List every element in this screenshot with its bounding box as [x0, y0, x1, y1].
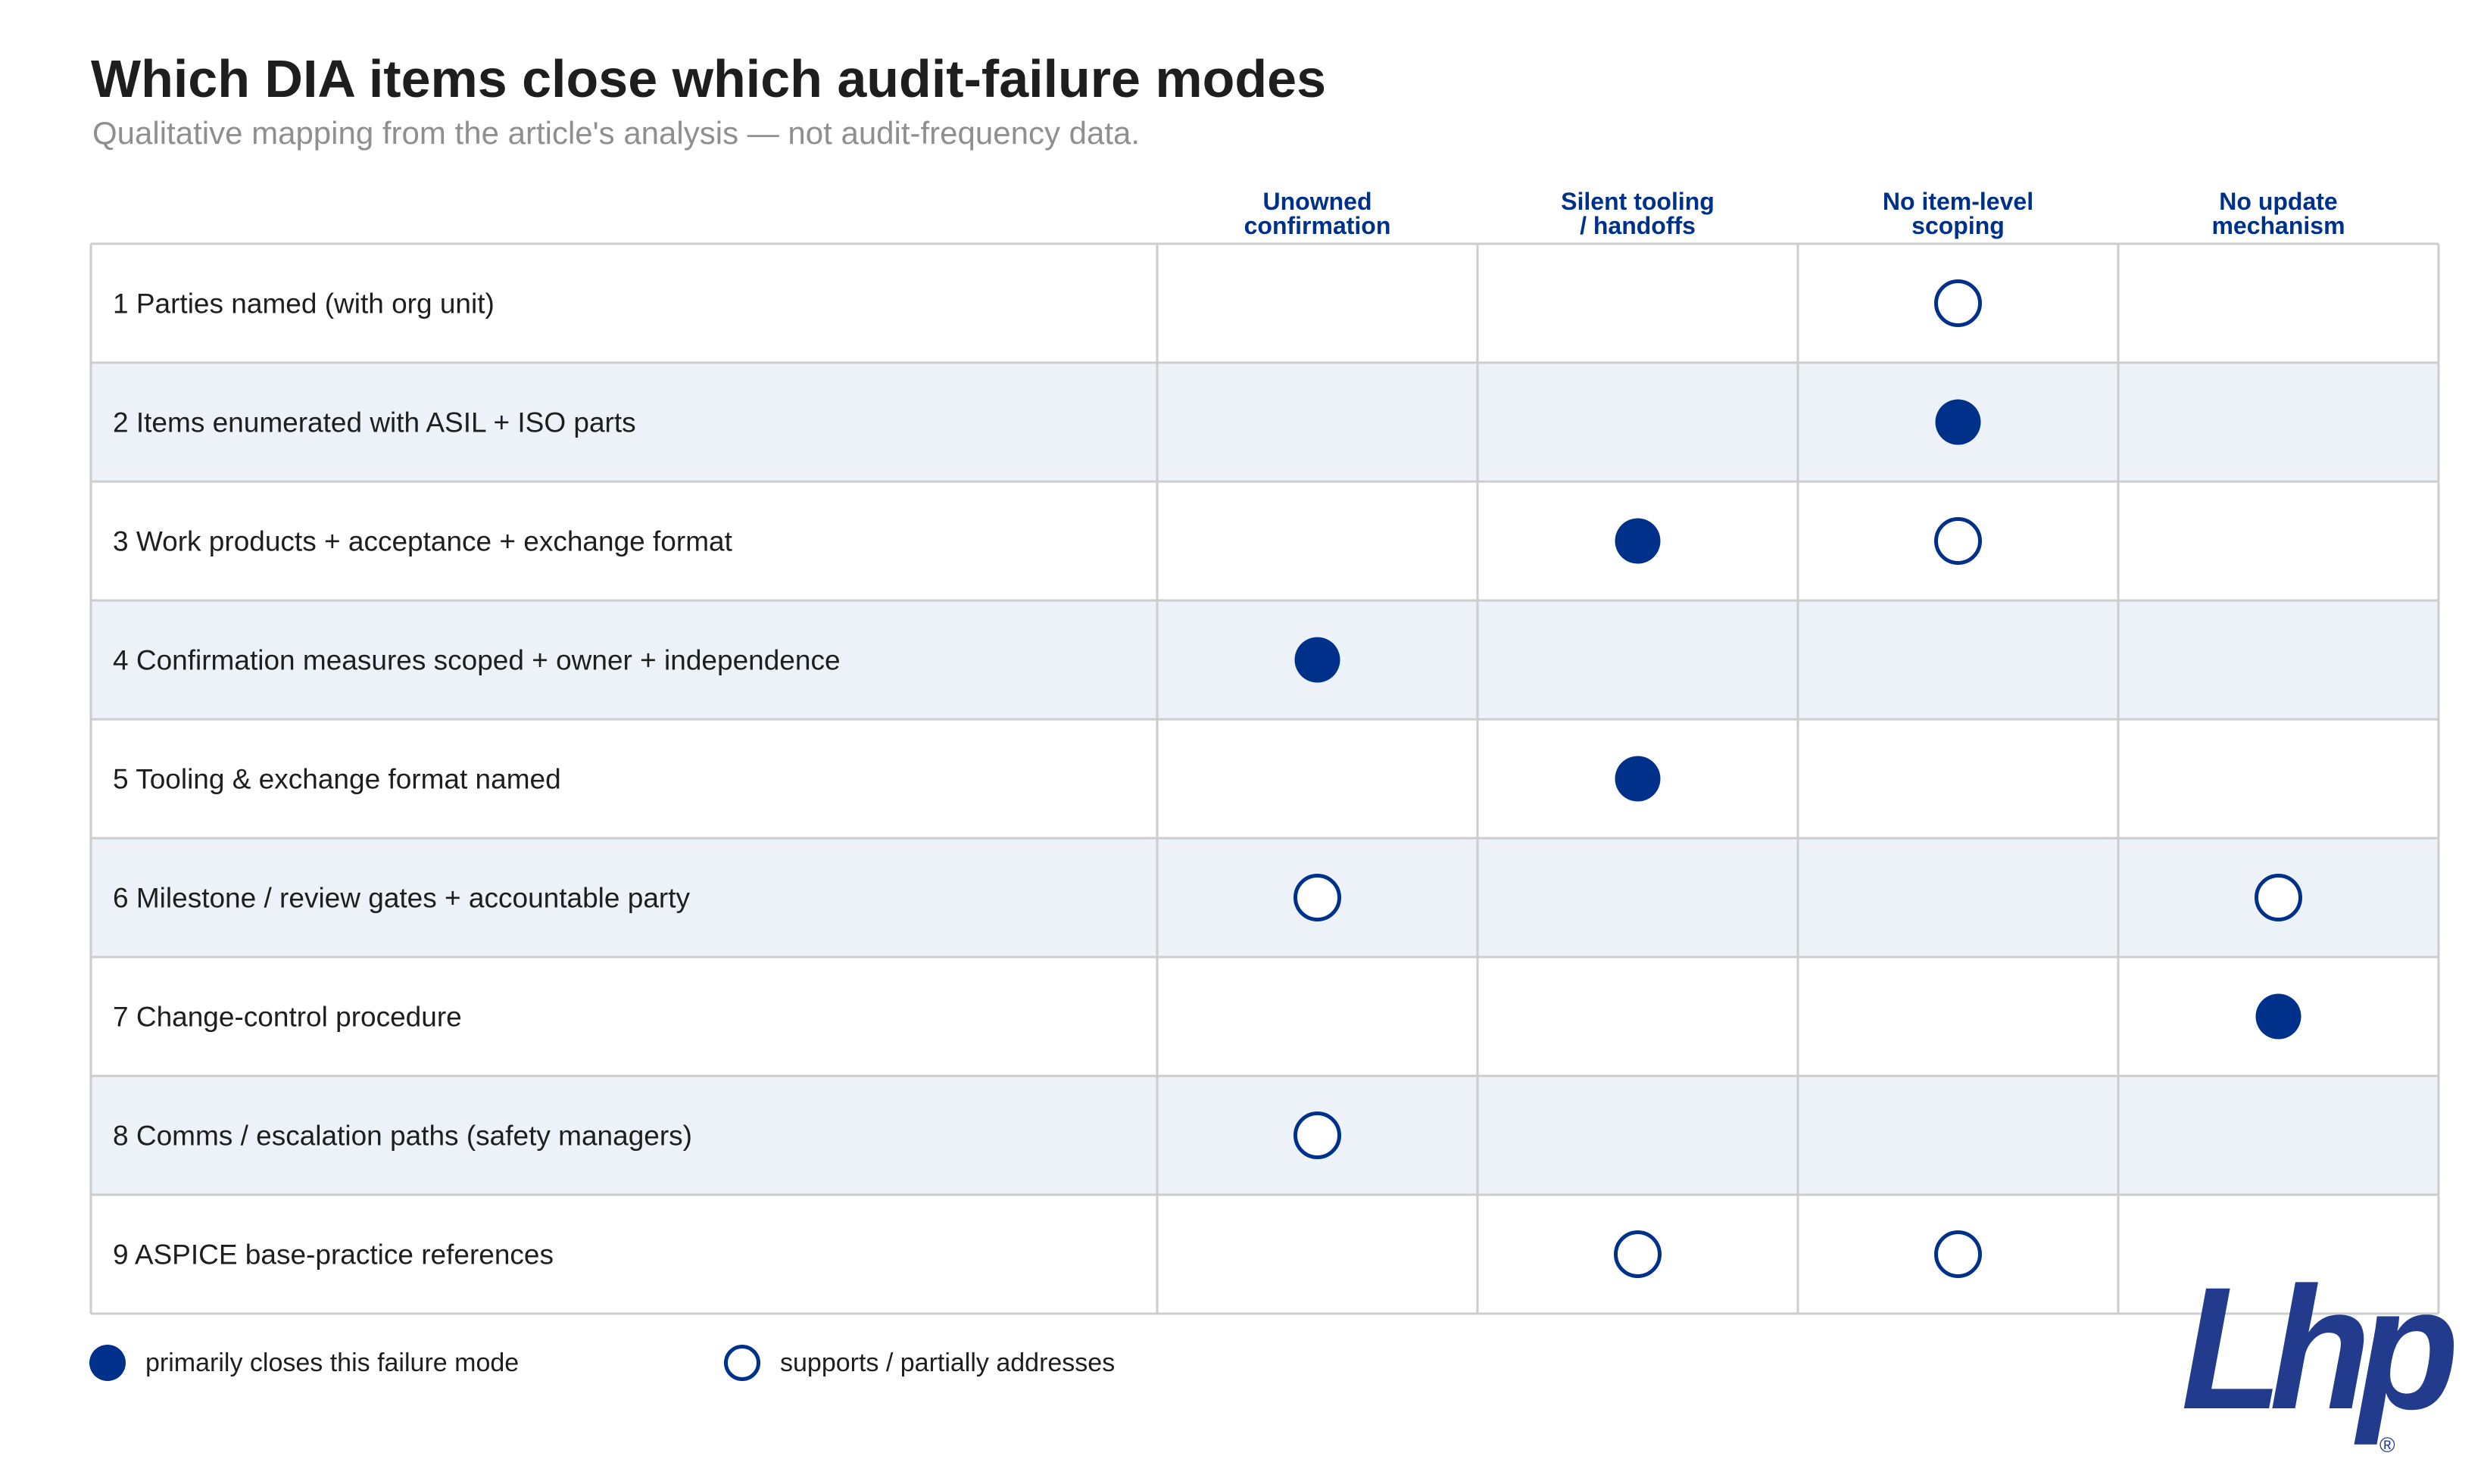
- mapping-matrix: Unowned confirmation Silent tooling / hando…: [0, 0, 2484, 1333]
- primary-mark: [1615, 519, 1661, 564]
- column-header: No item-level scoping: [1883, 188, 2033, 239]
- lhp-logo-icon: Lhp ®: [2181, 1280, 2461, 1461]
- primary-mark: [1936, 400, 1981, 445]
- row-label: 3 Work products + acceptance + exchange …: [113, 526, 733, 557]
- column-header: No update mechanism: [2211, 188, 2345, 239]
- column-header-line: confirmation: [1244, 212, 1391, 239]
- column-header: Silent tooling / handoffs: [1561, 188, 1715, 239]
- row-label: 5 Tooling & exchange format named: [113, 764, 561, 795]
- primary-mark: [1295, 638, 1340, 683]
- support-mark: [1616, 1233, 1660, 1277]
- support-mark: [1936, 519, 1980, 563]
- row-label: 7 Change-control procedure: [113, 1002, 462, 1033]
- row-label: 9 ASPICE base-practice references: [113, 1239, 554, 1270]
- row-label: 4 Confirmation measures scoped + owner +…: [113, 645, 841, 676]
- column-header-line: mechanism: [2211, 212, 2345, 239]
- row-label: 1 Parties named (with org unit): [113, 288, 495, 320]
- primary-mark: [2256, 994, 2301, 1040]
- support-mark: [1296, 876, 1340, 920]
- primary-mark: [1615, 756, 1661, 802]
- support-mark: [1936, 1233, 1980, 1277]
- svg-text:®: ®: [2379, 1433, 2395, 1457]
- column-header-line: / handoffs: [1580, 212, 1696, 239]
- legend-label-support: supports / partially addresses: [780, 1348, 1115, 1378]
- legend-item-support: supports / partially addresses: [724, 1340, 1115, 1386]
- column-header-line: Unowned: [1263, 188, 1372, 215]
- column-header-line: Silent tooling: [1561, 188, 1715, 215]
- column-header: Unowned confirmation: [1244, 188, 1391, 239]
- column-header-line: scoping: [1911, 212, 2005, 239]
- filled-circle-icon: [89, 1345, 126, 1381]
- row-label: 8 Comms / escalation paths (safety manag…: [113, 1121, 692, 1152]
- hollow-circle-icon: [724, 1345, 760, 1381]
- support-mark: [1296, 1114, 1340, 1158]
- support-mark: [1936, 282, 1980, 326]
- legend-item-primary: primarily closes this failure mode: [89, 1340, 519, 1386]
- column-header-line: No item-level: [1883, 188, 2033, 215]
- svg-text:Lhp: Lhp: [2181, 1280, 2454, 1445]
- column-header-line: No update: [2219, 188, 2337, 215]
- legend-label-primary: primarily closes this failure mode: [145, 1348, 519, 1378]
- row-label: 6 Milestone / review gates + accountable…: [113, 883, 691, 914]
- row-label: 2 Items enumerated with ASIL + ISO parts: [113, 407, 636, 438]
- support-mark: [2257, 876, 2301, 920]
